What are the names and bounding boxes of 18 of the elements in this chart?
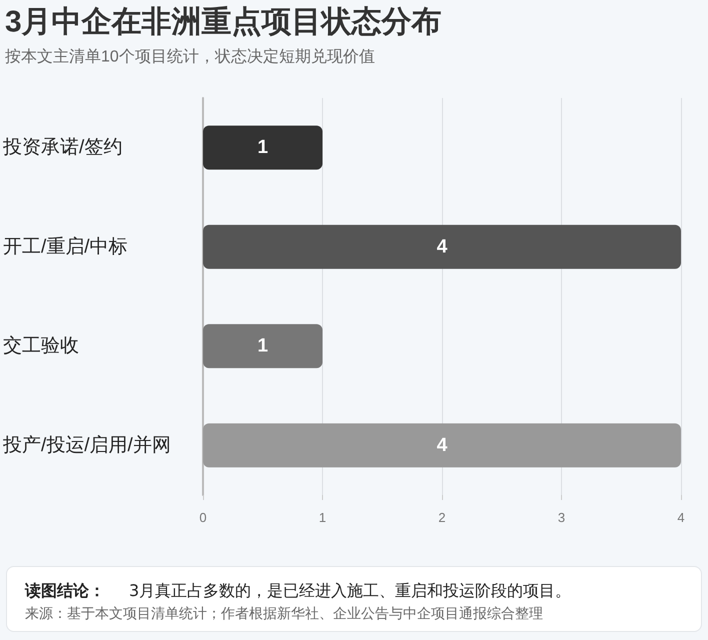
y-tick-label: 投产/投运/启用/并网: [2, 434, 171, 456]
x-tick-label: 0: [199, 510, 207, 525]
y-tick-label: 交工验收: [3, 334, 79, 357]
data-label: 1: [257, 336, 268, 357]
text: 读图结论：: [25, 581, 105, 600]
chart-subtitle: 按本文主清单10个项目统计，状态决定短期兑现价值: [5, 48, 375, 66]
x-tick-label: 4: [677, 510, 685, 525]
y-tick-label: 投资承诺/签约: [2, 137, 122, 158]
x-tick-label: 3: [558, 510, 566, 525]
x-tick-label: 2: [438, 510, 446, 525]
data-label: 1: [257, 137, 268, 158]
x-tick-label: 1: [318, 510, 326, 525]
y-tick-label: 开工/重启/中标: [3, 235, 128, 258]
text: 3月真正占多数的，是已经进入施工、重启和投运阶段的项目。: [129, 581, 572, 600]
source-note: 来源：基于本文项目清单统计；作者根据新华社、企业公告与中企项目通报综合整理: [25, 605, 544, 623]
data-label: 4: [436, 236, 448, 258]
data-label: 4: [436, 434, 448, 456]
chart-title: 3月中企在非洲重点项目状态分布: [5, 6, 442, 38]
